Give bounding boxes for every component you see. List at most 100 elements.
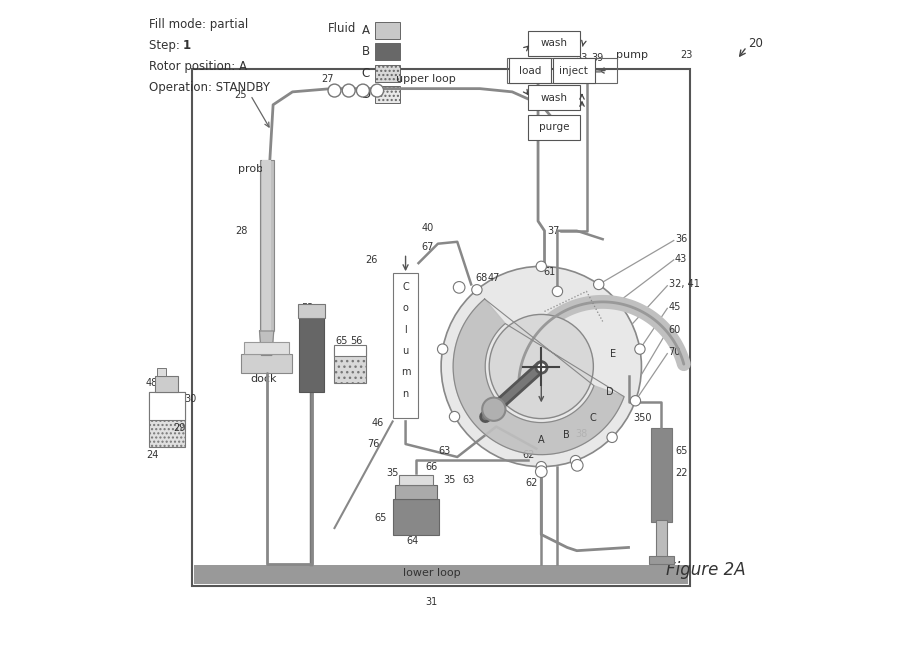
Bar [149, 393, 184, 447]
Bar [392, 273, 418, 418]
Bar [375, 22, 400, 39]
Text: 27: 27 [321, 74, 334, 84]
Text: 39: 39 [591, 53, 603, 62]
Text: 63: 63 [462, 474, 474, 485]
Bar [375, 65, 400, 82]
Bar [157, 369, 167, 376]
Text: D: D [606, 387, 613, 397]
Bar [156, 376, 178, 393]
Bar [529, 86, 580, 110]
Text: dock: dock [251, 374, 277, 384]
Bar [507, 58, 617, 83]
Bar [244, 342, 289, 354]
Text: pump: pump [615, 50, 647, 60]
Text: 46: 46 [371, 418, 383, 428]
Text: 35: 35 [386, 468, 399, 478]
Text: 25: 25 [234, 90, 247, 100]
Text: 65: 65 [336, 336, 348, 346]
Circle shape [343, 84, 356, 97]
Text: 35: 35 [443, 474, 455, 485]
Text: 350: 350 [633, 413, 651, 423]
Text: o: o [402, 303, 409, 313]
Text: 53: 53 [576, 53, 588, 62]
Bar [529, 115, 580, 140]
Circle shape [571, 459, 583, 471]
Text: Rotor position: A: Rotor position: A [149, 60, 247, 73]
Text: C: C [362, 67, 370, 80]
Bar [262, 160, 271, 331]
Bar [297, 304, 325, 318]
Circle shape [536, 261, 546, 271]
Bar [553, 58, 595, 83]
Circle shape [453, 282, 465, 293]
Bar [656, 520, 668, 557]
Text: wash: wash [541, 93, 567, 103]
Text: 38: 38 [576, 430, 588, 439]
Bar [334, 345, 366, 356]
Circle shape [607, 432, 617, 443]
Text: Operation: STANDBY: Operation: STANDBY [149, 82, 270, 95]
Circle shape [483, 398, 506, 421]
Bar [509, 58, 552, 83]
Text: C: C [402, 282, 409, 292]
Circle shape [472, 285, 482, 295]
Circle shape [489, 314, 593, 419]
Text: 32, 41: 32, 41 [669, 280, 699, 289]
Circle shape [449, 411, 460, 422]
Text: 31: 31 [426, 597, 437, 607]
Text: 20: 20 [748, 37, 763, 50]
Text: 1: 1 [182, 39, 191, 52]
Text: n: n [402, 389, 409, 398]
Text: B: B [563, 430, 570, 440]
Bar [194, 565, 688, 584]
Bar [260, 160, 274, 331]
Text: 66: 66 [425, 461, 437, 472]
Text: 23: 23 [681, 50, 693, 60]
Text: 22: 22 [676, 468, 688, 478]
Circle shape [437, 344, 448, 354]
Text: E: E [611, 349, 616, 359]
Text: 65: 65 [676, 445, 688, 456]
Circle shape [328, 84, 341, 97]
Text: B: B [362, 45, 369, 58]
Text: 29: 29 [173, 423, 185, 433]
Text: inject: inject [559, 66, 588, 75]
Text: load: load [519, 66, 542, 75]
Text: 63: 63 [437, 445, 450, 456]
Bar [375, 43, 400, 60]
Text: u: u [402, 346, 409, 356]
Text: 60: 60 [669, 324, 681, 335]
Circle shape [635, 344, 645, 354]
Text: A: A [362, 24, 369, 37]
Text: 68: 68 [475, 273, 488, 284]
Bar [149, 393, 184, 420]
Text: 64: 64 [406, 536, 418, 546]
Text: 40: 40 [422, 223, 434, 232]
Text: upper loop: upper loop [396, 74, 456, 84]
Text: wash: wash [541, 38, 567, 49]
Text: 48: 48 [146, 378, 158, 387]
Bar [299, 318, 323, 393]
Bar [399, 475, 433, 485]
Text: 67: 67 [422, 242, 434, 252]
Text: C: C [589, 413, 597, 423]
Bar [529, 31, 580, 56]
Text: l: l [404, 324, 407, 335]
Text: 45: 45 [669, 302, 681, 312]
Text: lower loop: lower loop [402, 569, 460, 578]
Text: 36: 36 [675, 234, 687, 244]
Polygon shape [260, 331, 274, 356]
Circle shape [570, 456, 581, 466]
Polygon shape [453, 299, 624, 455]
Text: 56: 56 [350, 336, 362, 346]
Text: 26: 26 [366, 255, 378, 265]
Text: 24: 24 [146, 450, 158, 460]
Bar [375, 86, 400, 103]
Bar [651, 428, 671, 522]
Circle shape [370, 84, 384, 97]
Circle shape [356, 84, 369, 97]
Text: 52: 52 [301, 303, 313, 313]
Text: 76: 76 [367, 439, 379, 449]
Bar [395, 485, 437, 499]
Text: Step:: Step: [149, 39, 183, 52]
